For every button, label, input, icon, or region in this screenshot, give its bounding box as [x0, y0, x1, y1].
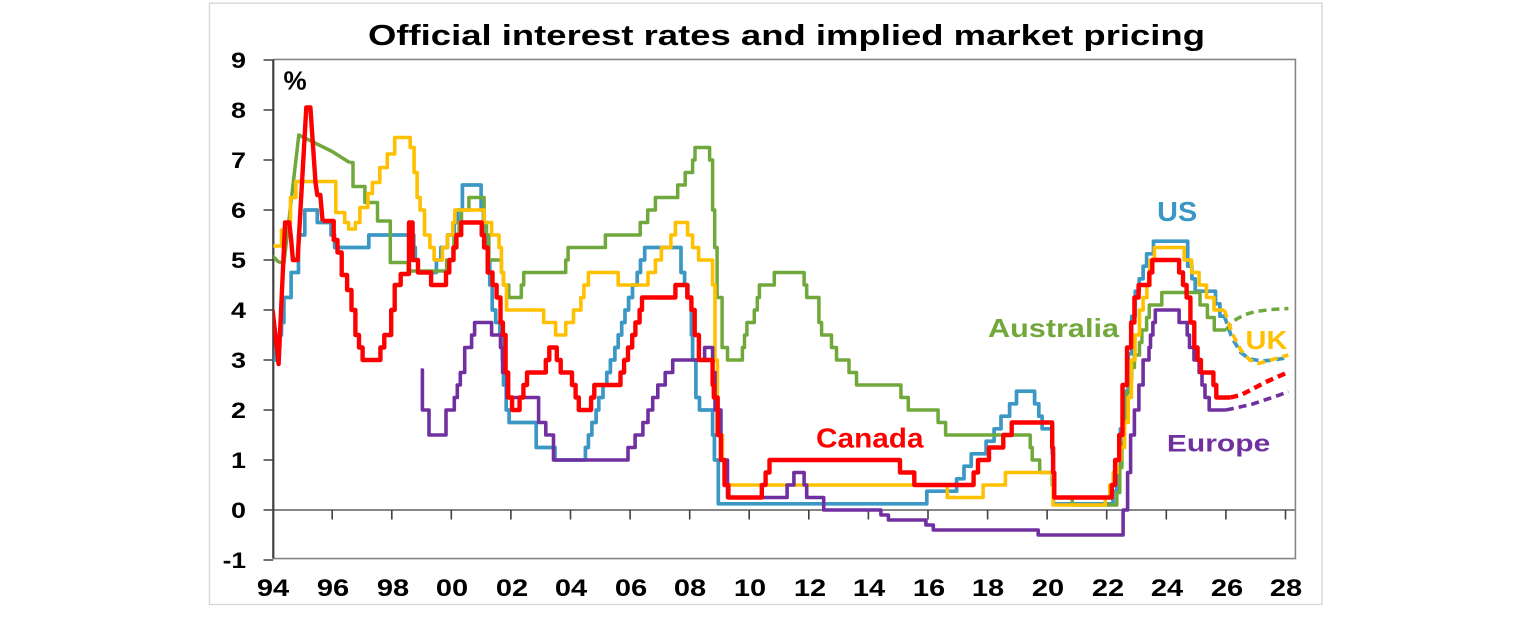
- svg-text:14: 14: [853, 575, 886, 602]
- svg-text:-1: -1: [223, 548, 246, 573]
- svg-text:7: 7: [231, 148, 246, 173]
- svg-text:08: 08: [674, 575, 706, 602]
- svg-text:18: 18: [972, 575, 1004, 602]
- svg-text:04: 04: [555, 575, 588, 602]
- svg-text:26: 26: [1211, 575, 1243, 602]
- svg-text:1: 1: [231, 448, 246, 473]
- svg-text:US: US: [1157, 196, 1197, 227]
- svg-text:24: 24: [1151, 575, 1184, 602]
- svg-text:8: 8: [231, 98, 246, 123]
- svg-text:%: %: [284, 66, 307, 96]
- svg-text:2: 2: [231, 398, 246, 423]
- svg-text:06: 06: [615, 575, 647, 602]
- svg-text:9: 9: [231, 48, 246, 73]
- svg-text:0: 0: [231, 498, 246, 523]
- svg-text:Europe: Europe: [1167, 430, 1270, 457]
- svg-text:16: 16: [913, 575, 945, 602]
- svg-text:UK: UK: [1246, 325, 1288, 355]
- svg-text:00: 00: [436, 575, 468, 602]
- svg-text:3: 3: [231, 348, 246, 373]
- svg-text:02: 02: [496, 575, 528, 602]
- svg-text:94: 94: [257, 575, 290, 602]
- svg-text:96: 96: [317, 575, 349, 602]
- svg-text:Canada: Canada: [816, 422, 924, 453]
- svg-text:Australia: Australia: [988, 313, 1120, 343]
- svg-text:4: 4: [231, 298, 247, 323]
- svg-text:28: 28: [1270, 575, 1302, 602]
- svg-text:12: 12: [794, 575, 826, 602]
- svg-text:98: 98: [377, 575, 409, 602]
- svg-text:10: 10: [734, 575, 766, 602]
- svg-text:20: 20: [1032, 575, 1064, 602]
- svg-text:6: 6: [231, 198, 246, 223]
- svg-text:5: 5: [231, 248, 246, 273]
- svg-text:22: 22: [1092, 575, 1124, 602]
- svg-text:Official interest rates and im: Official interest rates and implied mark…: [368, 20, 1205, 52]
